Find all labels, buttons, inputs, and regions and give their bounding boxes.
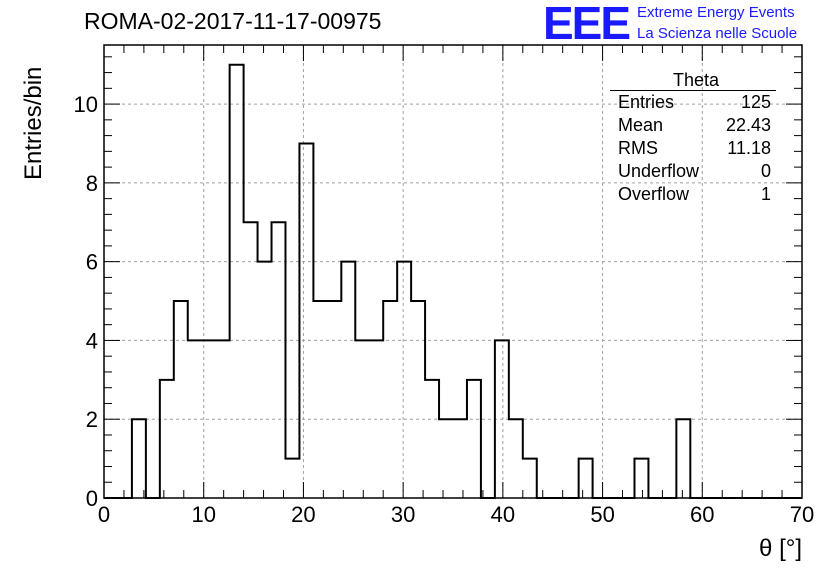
stats-value: 22.43 <box>725 115 771 135</box>
histogram-bin <box>509 419 523 498</box>
histogram-bin <box>523 459 537 498</box>
stats-value: 1 <box>760 184 771 204</box>
y-tick-label: 0 <box>86 486 98 511</box>
histogram-bin <box>132 419 146 498</box>
logo-line-2: La Scienza nelle Scuole <box>637 25 798 42</box>
histogram-bin <box>327 301 341 498</box>
histogram-bin <box>676 419 690 498</box>
histogram-bin <box>299 143 313 498</box>
stats-value: 125 <box>740 92 771 112</box>
stats-title: Theta <box>610 70 776 91</box>
histogram-bin <box>258 262 272 498</box>
x-tick-label: 20 <box>291 502 315 527</box>
x-tick-label: 50 <box>590 502 614 527</box>
histogram-bin <box>244 222 258 498</box>
histogram-outline <box>104 63 802 499</box>
histogram-bin <box>397 262 411 498</box>
histogram-bin <box>272 222 286 498</box>
y-tick-label: 4 <box>86 328 98 353</box>
histogram-bin <box>439 419 453 498</box>
stats-box: Theta Entries 125 Mean 22.43 RMS 11.18 U… <box>610 70 776 206</box>
y-tick-label: 10 <box>74 92 98 117</box>
histogram-bin <box>495 340 509 498</box>
stats-label: Mean <box>618 115 664 135</box>
histogram-bin <box>634 459 648 498</box>
stats-label: RMS <box>618 138 658 158</box>
y-tick-label: 6 <box>86 250 98 275</box>
y-tick-label: 2 <box>86 407 98 432</box>
x-tick-label: 30 <box>391 502 415 527</box>
logo-line-1: Extreme Energy Events <box>637 4 795 21</box>
x-axis-label: θ [°] <box>759 535 802 562</box>
stats-row-rms: RMS 11.18 <box>610 137 776 160</box>
y-tick-label: 8 <box>86 171 98 196</box>
histogram-bin <box>188 340 202 498</box>
stats-row-mean: Mean 22.43 <box>610 114 776 137</box>
stats-row-overflow: Overflow 1 <box>610 183 776 206</box>
stats-value: 0 <box>760 161 771 181</box>
stats-label: Entries <box>618 92 675 112</box>
histogram-bin <box>369 340 383 498</box>
histogram-bin <box>425 380 439 498</box>
x-tick-label: 10 <box>191 502 215 527</box>
histogram-bin <box>355 340 369 498</box>
x-tick-label: 60 <box>690 502 714 527</box>
histogram-bin <box>383 301 397 498</box>
eee-logo: EEE <box>543 0 631 49</box>
histogram-bin <box>216 340 230 498</box>
histogram-bin <box>174 301 188 498</box>
stats-label: Underflow <box>618 161 700 181</box>
stats-label: Overflow <box>618 184 690 204</box>
histogram-bin <box>411 301 425 498</box>
stats-value: 11.18 <box>727 138 771 158</box>
histogram-bin <box>467 380 481 498</box>
histogram-bin <box>202 340 216 498</box>
chart-title: ROMA-02-2017-11-17-00975 <box>84 8 382 34</box>
histogram-bin <box>160 380 174 498</box>
plot-frame <box>103 44 803 499</box>
histogram-bin <box>230 65 244 498</box>
histogram-bin <box>453 419 467 498</box>
x-tick-label: 40 <box>491 502 515 527</box>
histogram-bin <box>313 301 327 498</box>
x-tick-label: 0 <box>98 502 110 527</box>
y-axis-label: Entries/bin <box>20 66 47 180</box>
histogram-bin <box>579 459 593 498</box>
histogram-bin <box>285 459 299 498</box>
histogram-bin <box>341 262 355 498</box>
stats-row-underflow: Underflow 0 <box>610 160 776 183</box>
x-tick-label: 70 <box>790 502 814 527</box>
stats-row-entries: Entries 125 <box>610 91 776 114</box>
